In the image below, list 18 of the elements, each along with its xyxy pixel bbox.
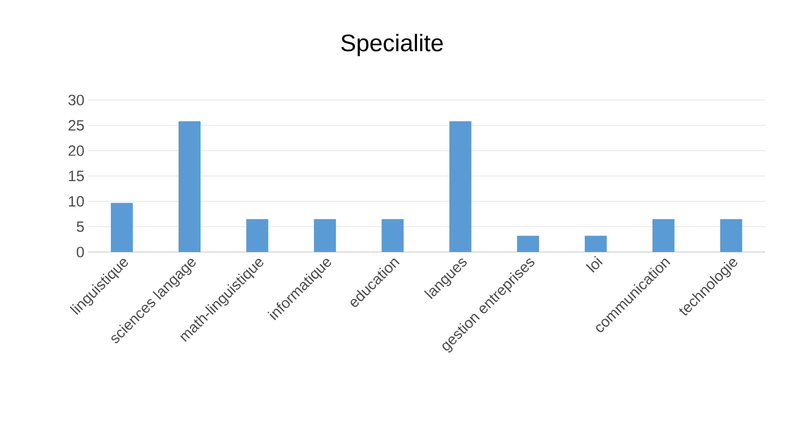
y-tick-label: 5 [76, 221, 84, 232]
y-tick-label: 15 [69, 170, 84, 182]
y-tick-label: 10 [69, 196, 84, 207]
bar [246, 219, 268, 252]
bar [584, 236, 607, 252]
bar [449, 121, 472, 252]
bar [720, 219, 742, 252]
y-tick-label: 0 [76, 246, 84, 258]
bar [517, 236, 540, 252]
bar [178, 121, 201, 252]
bar [314, 219, 336, 252]
y-tick-label: 20 [68, 145, 84, 156]
bar [110, 202, 133, 252]
bar [652, 219, 674, 252]
y-tick-label: 25 [68, 120, 84, 131]
chart-title: Specialite [341, 34, 443, 56]
y-tick-label: 30 [68, 94, 84, 106]
bar [382, 219, 404, 252]
